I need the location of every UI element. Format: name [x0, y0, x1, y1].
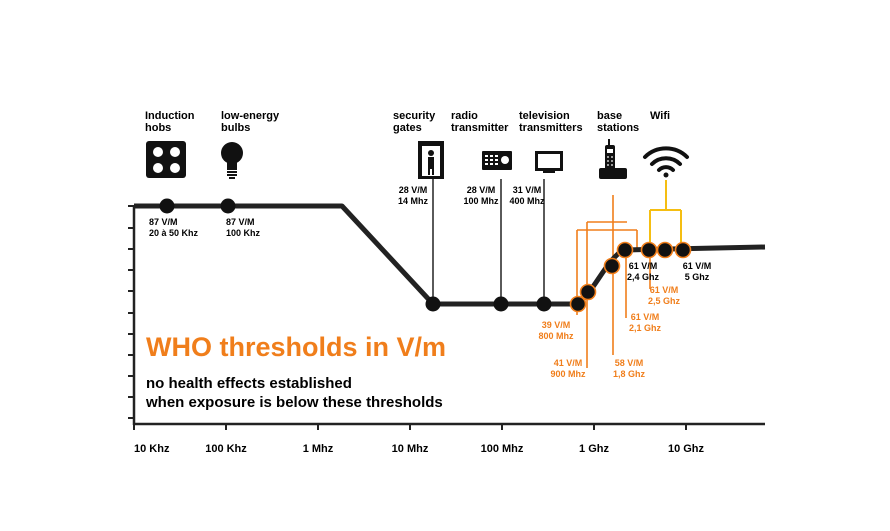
x-tick-label: 1 Mhz	[303, 443, 334, 455]
page-title: WHO thresholds in V/m	[146, 332, 447, 362]
annotation-value: 87 V/M	[149, 217, 178, 227]
device-label-induction-hobs: Induction hobs	[145, 110, 195, 134]
data-point	[656, 241, 674, 259]
annotation-frequency: 400 Mhz	[509, 196, 545, 206]
data-point	[674, 241, 692, 259]
data-points	[159, 198, 692, 313]
x-tick-label: 1 Ghz	[579, 443, 609, 455]
device-label-line2: transmitter	[451, 122, 509, 134]
device-label-line1: Wifi	[650, 110, 671, 122]
annotation-frequency: 100 Khz	[226, 228, 261, 238]
radio-icon	[482, 151, 512, 170]
device-label-line1: base	[597, 110, 623, 122]
data-point	[220, 198, 236, 214]
device-label-line2: transmitters	[519, 122, 583, 134]
device-label-wifi: Wifi	[650, 110, 670, 122]
base-station-phone-icon	[599, 139, 627, 179]
data-point	[493, 296, 509, 312]
data-point	[159, 198, 175, 214]
data-point	[536, 296, 552, 312]
data-point	[640, 241, 658, 259]
annotation-frequency: 800 Mhz	[538, 331, 574, 341]
device-label-line2: bulbs	[221, 122, 251, 134]
annotation-frequency: 20 à 50 Khz	[149, 228, 199, 238]
annotation-frequency: 2,5 Ghz	[648, 296, 681, 306]
device-label-low-energy-bulbs: low-energy bulbs	[221, 110, 279, 134]
security-gate-icon	[418, 141, 444, 179]
induction-hob-icon	[146, 141, 186, 178]
annotation-value: 41 V/M	[554, 358, 583, 368]
device-label-base-stations: base stations	[597, 110, 639, 134]
device-label-line2: hobs	[145, 122, 172, 134]
data-point	[579, 283, 597, 301]
annotation-frequency: 5 Ghz	[685, 272, 710, 282]
annotation-frequency: 900 Mhz	[550, 369, 586, 379]
annotation-value: 61 V/M	[631, 312, 660, 322]
device-label-television-transmitters: television transmitters	[519, 110, 583, 134]
x-tick-labels: 10 Khz 100 Khz 1 Mhz 10 Mhz 100 Mhz 1 Ghz 10 G…	[134, 443, 705, 455]
annotation-value: 39 V/M	[542, 320, 571, 330]
annotation-frequency: 14 Mhz	[398, 196, 429, 206]
device-label-line1: Induction	[145, 110, 195, 122]
x-ticks	[133, 424, 687, 430]
data-point	[616, 241, 634, 259]
annotation-value: 58 V/M	[615, 358, 644, 368]
annotation-frequency: 2,1 Ghz	[629, 323, 662, 333]
device-label-line2: stations	[597, 122, 640, 134]
axes	[132, 205, 765, 426]
x-tick-label: 100 Mhz	[481, 443, 524, 455]
annotation-value: 61 V/M	[683, 261, 712, 271]
annotation-frequency: 100 Mhz	[463, 196, 499, 206]
annotation-value: 28 V/M	[399, 185, 428, 195]
light-bulb-icon	[221, 142, 243, 179]
device-label-line1: security	[393, 110, 436, 122]
annotation-value: 87 V/M	[226, 217, 255, 227]
device-label-security-gates: security gates	[393, 110, 435, 134]
device-label-line1: radio	[451, 110, 478, 122]
data-point	[603, 257, 621, 275]
subtitle-line-1: no health effects established	[146, 375, 352, 392]
y-ticks	[128, 205, 134, 419]
annotation-frequency: 2,4 Ghz	[627, 272, 660, 282]
television-icon	[535, 151, 563, 173]
x-tick-label: 10 Ghz	[668, 443, 705, 455]
connector-lines	[432, 179, 682, 368]
wifi-icon	[643, 146, 689, 178]
device-label-radio-transmitter: radio transmitter	[451, 110, 508, 134]
x-tick-label: 10 Mhz	[392, 443, 429, 455]
data-point	[425, 296, 441, 312]
device-label-line1: low-energy	[221, 110, 280, 122]
subtitle-line-2: when exposure is below these thresholds	[146, 394, 443, 411]
x-tick-label: 10 Khz	[134, 443, 170, 455]
x-tick-label: 100 Khz	[205, 443, 247, 455]
annotation-value: 61 V/M	[650, 285, 679, 295]
data-point	[569, 295, 587, 313]
annotation-frequency: 1,8 Ghz	[613, 369, 646, 379]
device-label-line1: television	[519, 110, 570, 122]
annotation-value: 28 V/M	[467, 185, 496, 195]
annotation-value: 31 V/M	[513, 185, 542, 195]
device-label-line2: gates	[393, 122, 422, 134]
annotation-value: 61 V/M	[629, 261, 658, 271]
